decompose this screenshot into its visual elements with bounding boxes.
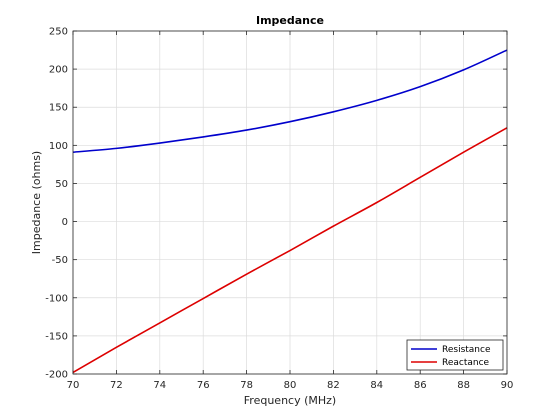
x-tick-label: 84: [370, 380, 383, 391]
y-tick-label: 200: [49, 65, 68, 76]
x-tick-label: 80: [284, 380, 297, 391]
x-tick-label: 72: [110, 380, 123, 391]
y-tick-label: 150: [49, 103, 68, 114]
y-tick-label: -100: [45, 293, 68, 304]
series-line-reactance: [72, 127, 508, 374]
x-tick-label: 82: [327, 380, 340, 391]
y-tick-label: -50: [52, 255, 68, 266]
x-tick-label: 70: [67, 380, 80, 391]
series-line-resistance: [72, 49, 508, 153]
x-tick-label: 90: [501, 380, 514, 391]
legend-box: [406, 339, 504, 371]
y-tick-label: 50: [55, 179, 68, 190]
x-tick-label: 86: [414, 380, 427, 391]
series-lines: [72, 49, 508, 374]
y-axis-label: Impedance (ohms): [30, 151, 43, 254]
y-tick-label: -150: [45, 331, 68, 342]
x-axis-label: Frequency (MHz): [244, 394, 336, 407]
chart-title: Impedance: [256, 14, 324, 27]
y-tick-label: -200: [45, 370, 68, 381]
legend-label: Reactance: [442, 358, 490, 368]
legend: Resistance Reactance: [406, 339, 504, 371]
axis-ticks: 70 72 74 76 78 80 82 84 86 88 90 -200 -150 -100 -50 0 50…: [45, 27, 513, 392]
legend-label: Resistance: [442, 345, 491, 355]
y-tick-label: 250: [49, 27, 68, 38]
y-tick-label: 0: [62, 217, 68, 228]
x-tick-label: 74: [153, 380, 166, 391]
y-tick-label: 100: [49, 141, 68, 152]
x-tick-label: 88: [457, 380, 470, 391]
x-tick-label: 78: [240, 380, 253, 391]
x-tick-label: 76: [197, 380, 210, 391]
